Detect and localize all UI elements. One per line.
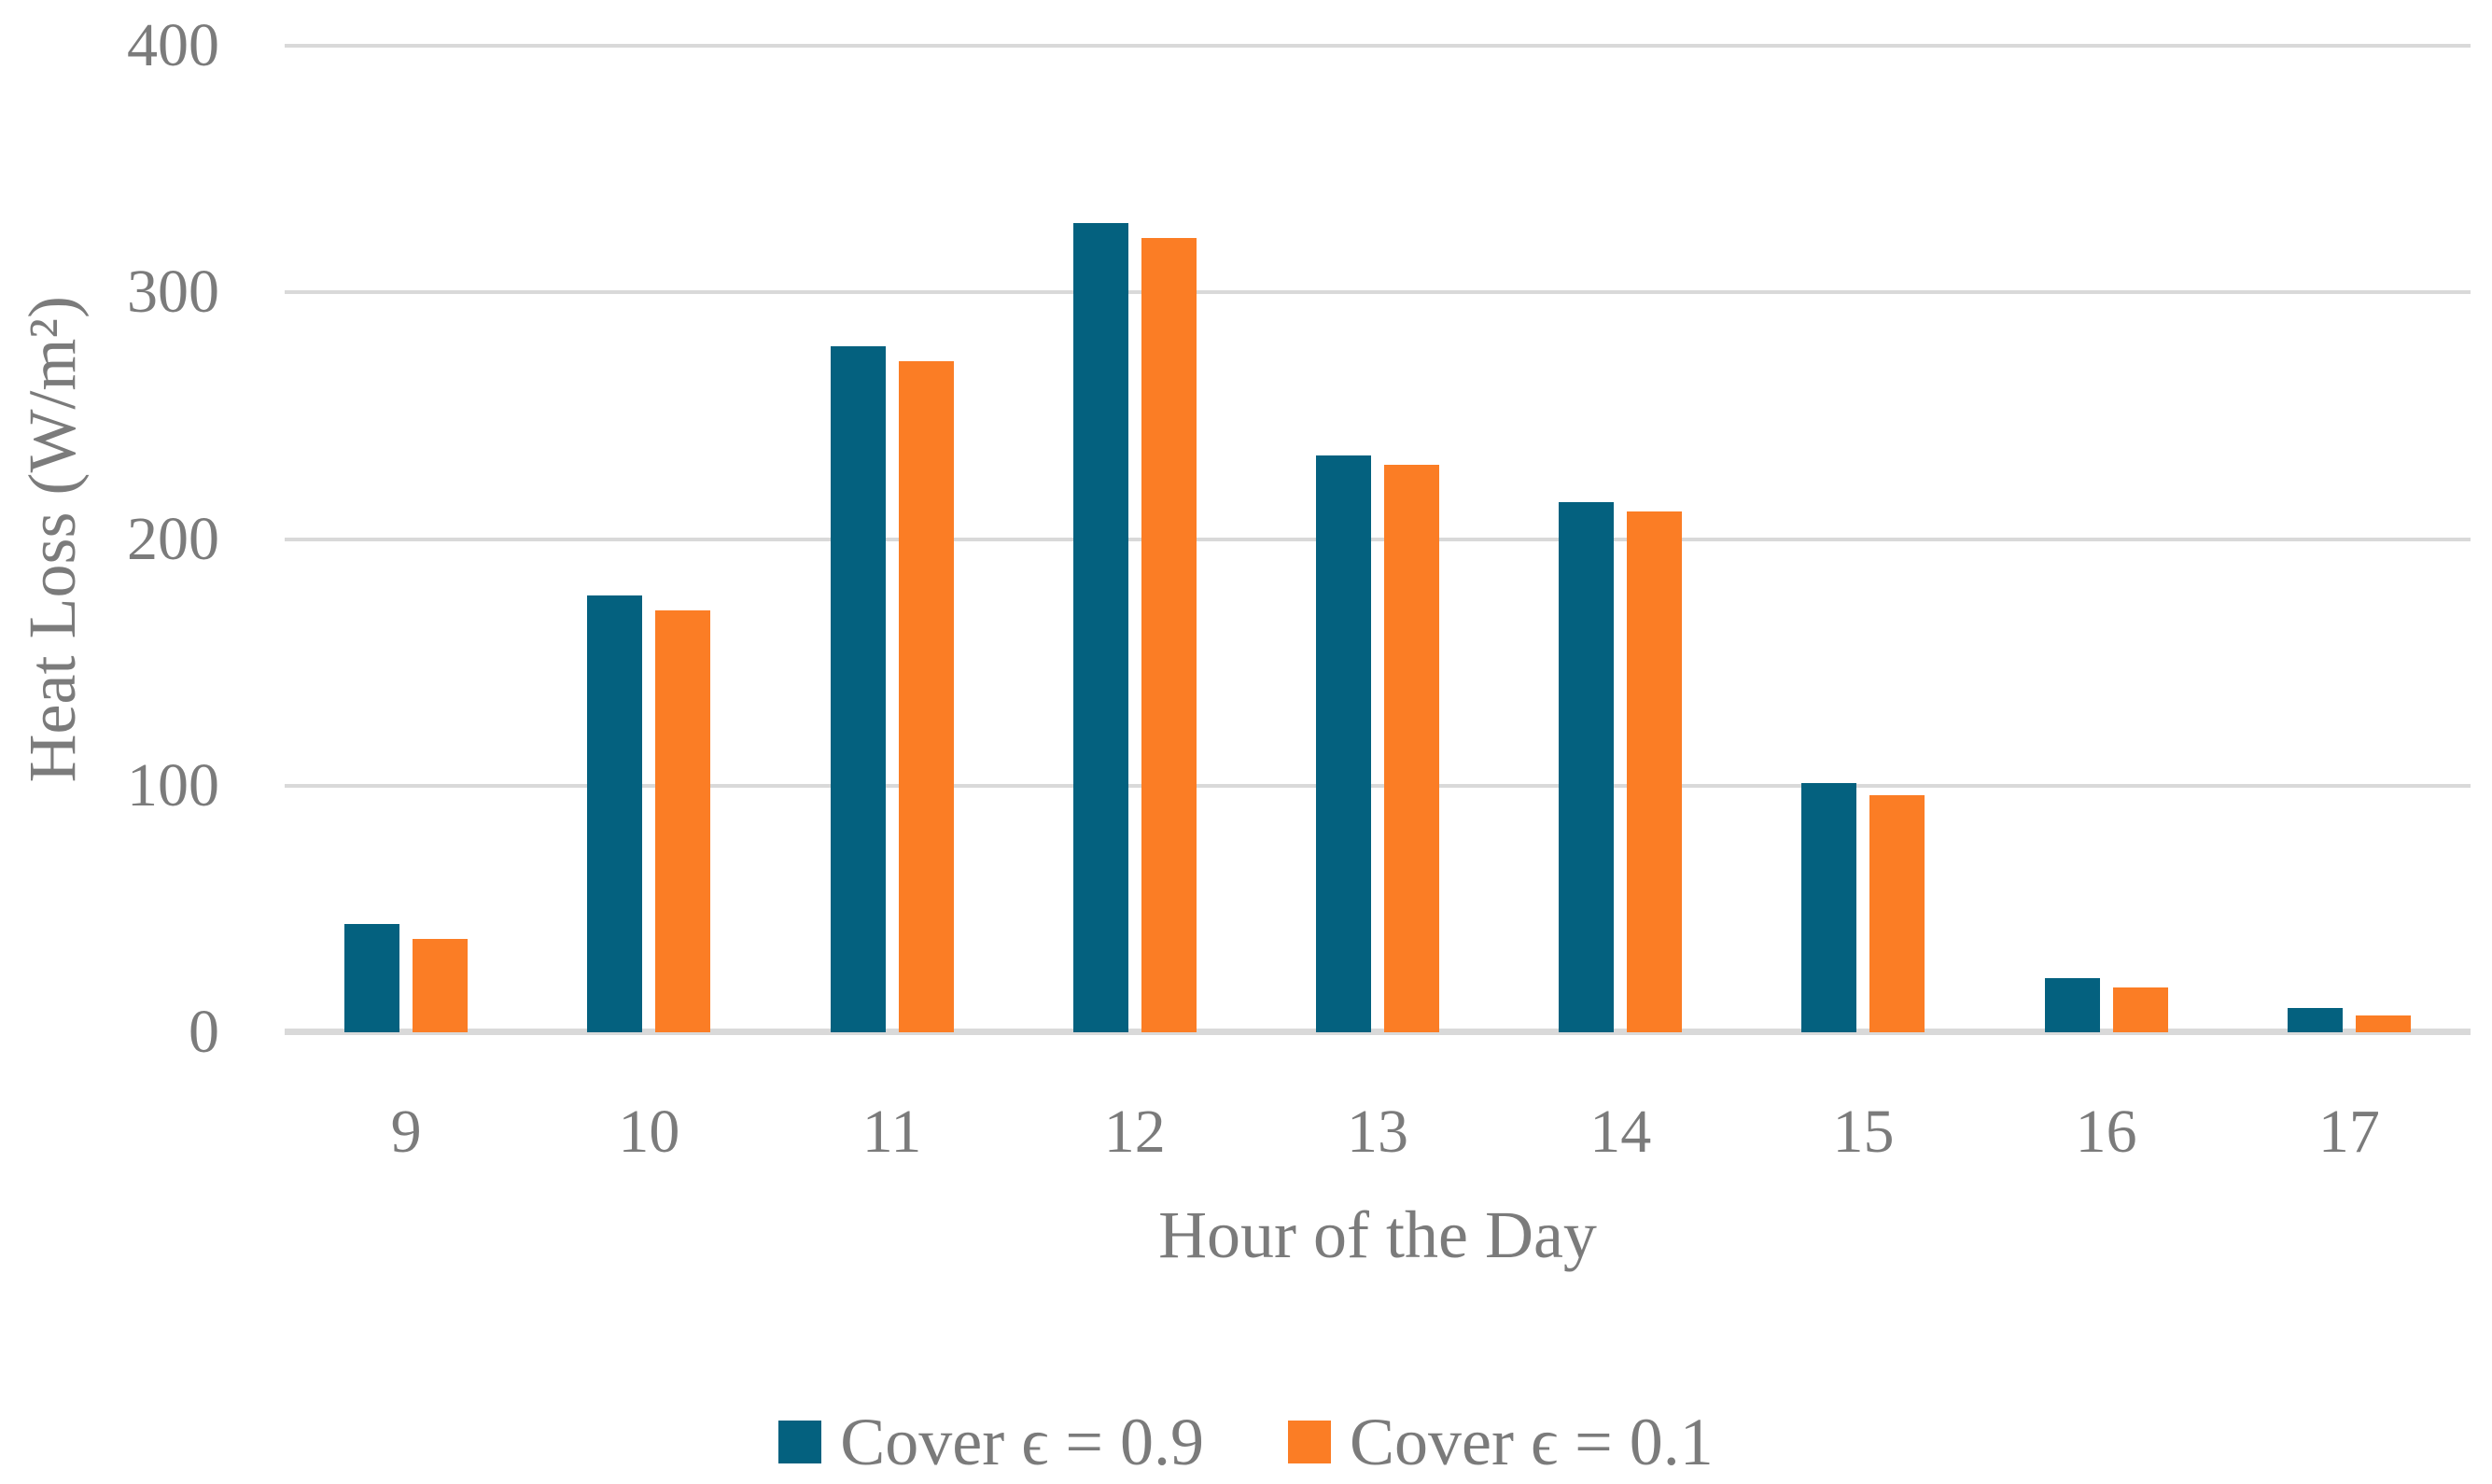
gridline-100 xyxy=(285,783,2471,788)
bar-series-1-hour-11 xyxy=(898,361,954,1032)
bar-series-0-hour-13 xyxy=(1316,455,1371,1032)
bar-series-0-hour-15 xyxy=(1801,783,1857,1032)
y-tick-label-200: 200 xyxy=(127,504,219,573)
legend: Cover ϵ = 0.9 Cover ϵ = 0.1 xyxy=(0,1405,2492,1479)
x-tick-label-15: 15 xyxy=(1832,1098,1895,1166)
gridline-300 xyxy=(285,290,2471,295)
legend-item-cover-eps-09: Cover ϵ = 0.9 xyxy=(778,1405,1204,1479)
x-axis-baseline xyxy=(285,1029,2471,1035)
legend-swatch-cover-eps-09 xyxy=(778,1421,822,1463)
gridline-200 xyxy=(285,537,2471,541)
bar-series-1-hour-15 xyxy=(1869,795,1925,1032)
bar-series-0-hour-16 xyxy=(2044,977,2100,1032)
bar-series-1-hour-13 xyxy=(1384,465,1439,1032)
x-tick-label-17: 17 xyxy=(2317,1098,2380,1166)
bar-series-1-hour-12 xyxy=(1141,238,1197,1032)
plot-area xyxy=(285,44,2471,1035)
legend-label-cover-eps-09: Cover ϵ = 0.9 xyxy=(840,1405,1204,1479)
bar-series-0-hour-17 xyxy=(2287,1007,2343,1032)
legend-item-cover-eps-01: Cover ϵ = 0.1 xyxy=(1288,1405,1714,1479)
y-tick-label-100: 100 xyxy=(127,750,219,819)
y-tick-label-400: 400 xyxy=(127,11,219,79)
bar-series-0-hour-12 xyxy=(1072,223,1128,1032)
bar-series-0-hour-9 xyxy=(344,923,400,1032)
bar-series-1-hour-9 xyxy=(413,938,469,1032)
y-tick-label-0: 0 xyxy=(189,998,219,1066)
x-tick-label-9: 9 xyxy=(390,1098,422,1166)
x-tick-label-16: 16 xyxy=(2075,1098,2137,1166)
legend-swatch-cover-eps-01 xyxy=(1288,1421,1331,1463)
bar-series-1-hour-16 xyxy=(2112,987,2168,1032)
x-tick-label-13: 13 xyxy=(1346,1098,1408,1166)
x-tick-label-14: 14 xyxy=(1589,1098,1652,1166)
y-tick-label-300: 300 xyxy=(127,258,219,327)
bar-series-1-hour-14 xyxy=(1627,511,1683,1032)
bar-series-0-hour-14 xyxy=(1559,501,1615,1032)
x-tick-label-12: 12 xyxy=(1103,1098,1166,1166)
bar-series-0-hour-10 xyxy=(587,595,643,1032)
gridline-400 xyxy=(285,44,2471,48)
x-tick-label-10: 10 xyxy=(618,1098,680,1166)
bar-series-0-hour-11 xyxy=(830,346,886,1032)
x-axis-title: Hour of the Day xyxy=(1158,1197,1597,1272)
x-tick-label-11: 11 xyxy=(861,1098,922,1166)
bar-series-1-hour-10 xyxy=(655,610,711,1032)
legend-label-cover-eps-01: Cover ϵ = 0.1 xyxy=(1350,1405,1714,1479)
bar-series-1-hour-17 xyxy=(2355,1015,2411,1032)
